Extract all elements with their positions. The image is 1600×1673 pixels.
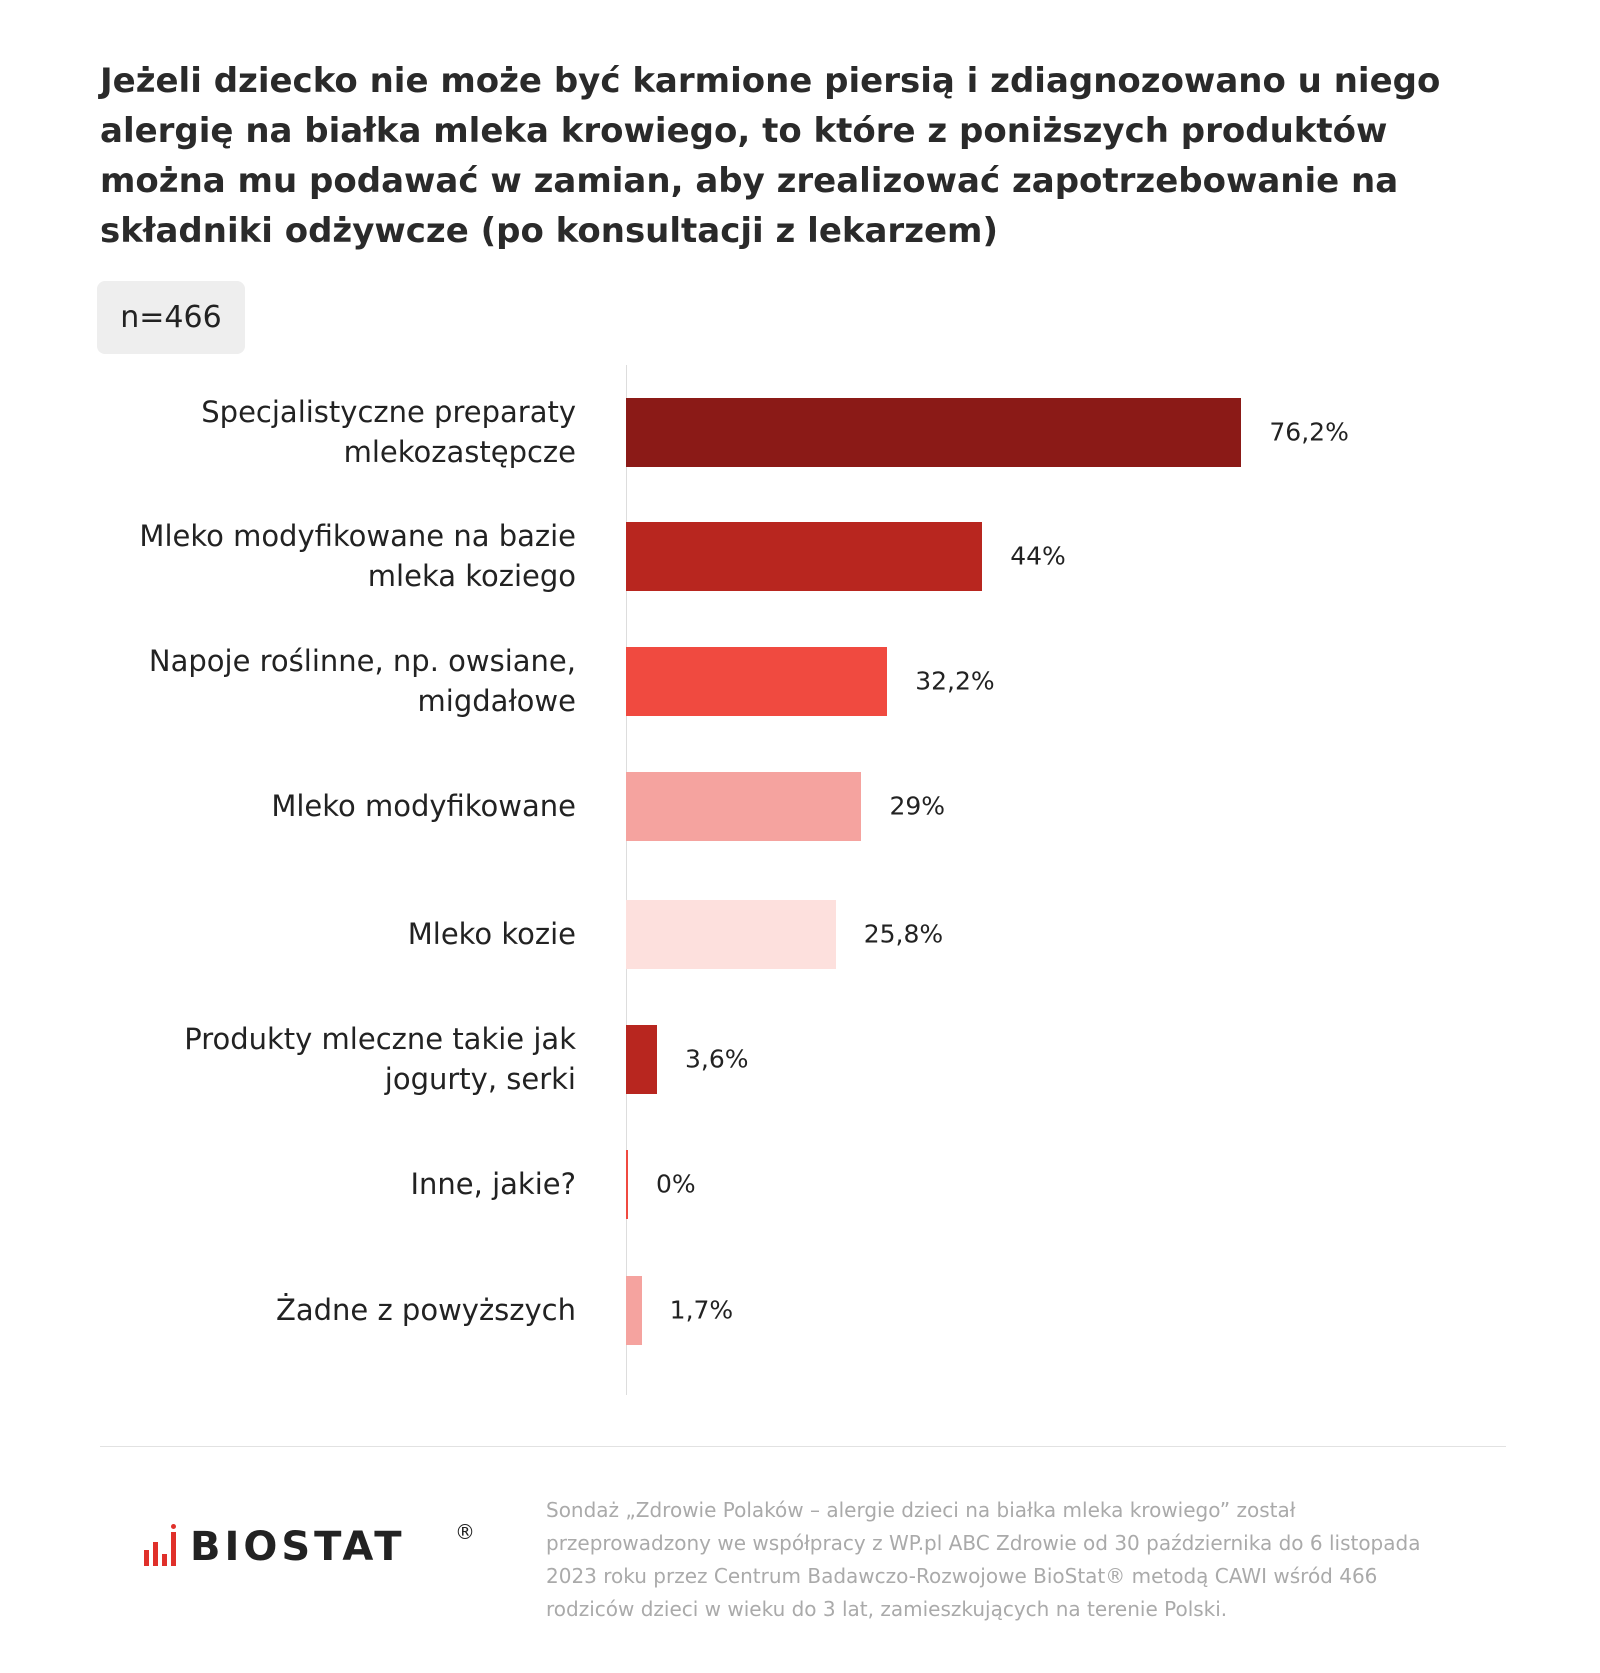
bar: [626, 398, 1242, 467]
axis-line: [626, 365, 627, 1395]
logo-mark: ®: [455, 1520, 475, 1544]
footnote: Sondaż „Zdrowie Polaków – alergie dzieci…: [546, 1498, 1421, 1621]
y-tick-label: Mleko modyfikowane na bazie mleka kozieg…: [139, 519, 576, 593]
value-label: 1,7%: [669, 1295, 734, 1325]
y-tick-label: Produkty mleczne takie jak jogurty, serk…: [184, 1022, 576, 1096]
value-label: 3,6%: [684, 1044, 749, 1074]
bar: [626, 1150, 628, 1219]
value-label: 29%: [889, 791, 946, 821]
value-label: 32,2%: [915, 666, 995, 696]
logo-icon: [144, 1524, 176, 1566]
separator: [100, 1446, 1506, 1447]
value-label: 25,8%: [863, 919, 944, 949]
y-tick-label: Napoje roślinne, np. owsiane, migdałowe: [148, 644, 576, 718]
y-tick-label: Inne, jakie?: [410, 1167, 576, 1201]
bar: [626, 772, 862, 841]
y-tick-label: Specjalistyczne preparaty mlekozastępcze: [201, 395, 576, 469]
bar: [626, 1025, 657, 1094]
value-label: 0%: [656, 1169, 696, 1199]
value-label: 44%: [1010, 541, 1066, 571]
bar: [626, 900, 836, 969]
value-label: 76,2%: [1269, 417, 1349, 447]
y-tick-label: Mleko kozie: [407, 917, 576, 951]
bar: [626, 1276, 642, 1345]
bar: [626, 647, 888, 716]
bar: [626, 522, 983, 591]
y-tick-label: Żadne z powyższych: [276, 1293, 576, 1327]
chart-title: Jeżeli dziecko nie może być karmione pie…: [100, 61, 1441, 251]
sample-size: n=466: [97, 281, 245, 354]
logo: BIOSTAT: [190, 1524, 406, 1570]
y-tick-label: Mleko modyfikowane: [271, 789, 576, 823]
